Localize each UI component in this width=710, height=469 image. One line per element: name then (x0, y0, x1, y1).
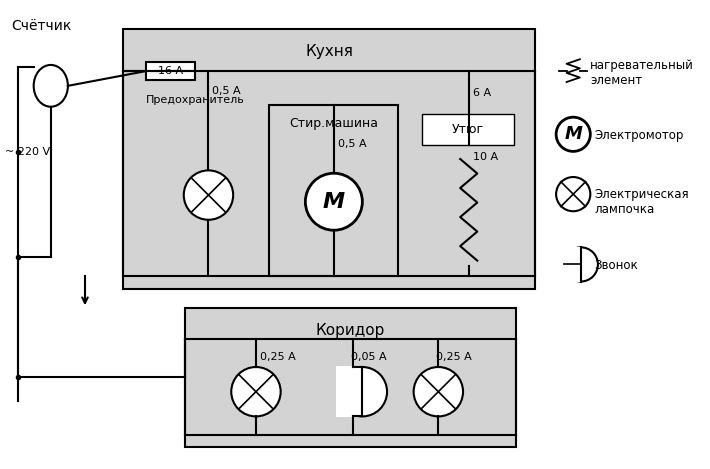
Text: 0,05 А: 0,05 А (351, 352, 386, 362)
FancyBboxPatch shape (562, 247, 581, 281)
FancyBboxPatch shape (146, 62, 195, 80)
Circle shape (305, 173, 362, 230)
Text: Утюг: Утюг (452, 123, 484, 136)
FancyBboxPatch shape (336, 366, 362, 417)
Circle shape (338, 367, 387, 416)
Text: Звонок: Звонок (594, 259, 638, 272)
Circle shape (414, 367, 463, 416)
Circle shape (556, 177, 590, 211)
FancyBboxPatch shape (123, 29, 535, 289)
Text: 16 А: 16 А (158, 66, 183, 76)
Text: 10 А: 10 А (473, 152, 498, 162)
Text: 0,25 А: 0,25 А (260, 352, 295, 362)
Circle shape (556, 117, 590, 151)
Text: M: M (323, 192, 345, 212)
Text: Предохранитель: Предохранитель (146, 95, 244, 106)
FancyBboxPatch shape (185, 308, 516, 447)
FancyBboxPatch shape (422, 114, 514, 145)
Text: 0,25 А: 0,25 А (437, 352, 472, 362)
Text: Кухня: Кухня (305, 44, 353, 59)
Text: M: M (564, 125, 582, 144)
Text: 0,5 А: 0,5 А (338, 139, 366, 149)
Circle shape (184, 170, 233, 220)
Text: Электромотор: Электромотор (594, 129, 684, 142)
Text: Коридор: Коридор (316, 323, 385, 338)
Text: нагревательный
элемент: нагревательный элемент (590, 59, 694, 87)
Ellipse shape (33, 65, 68, 107)
Text: Электрическая
лампочка: Электрическая лампочка (594, 189, 689, 216)
Text: 0,5 А: 0,5 А (212, 86, 241, 96)
Text: ~ 220 V: ~ 220 V (5, 147, 50, 157)
Circle shape (231, 367, 280, 416)
Text: 6 А: 6 А (473, 88, 491, 98)
FancyBboxPatch shape (269, 105, 398, 276)
Text: Счётчик: Счётчик (11, 19, 71, 33)
Circle shape (564, 247, 598, 281)
Text: Стир.машина: Стир.машина (290, 117, 378, 130)
